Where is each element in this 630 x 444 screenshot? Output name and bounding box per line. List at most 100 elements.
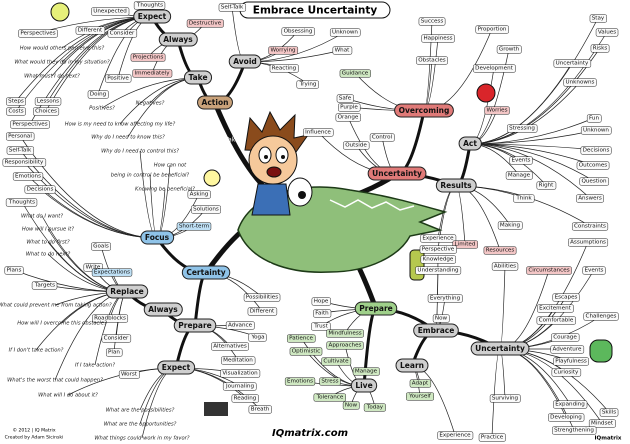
node-label: Consider <box>104 336 129 342</box>
main-node: Focus <box>140 230 175 245</box>
leaf-box <box>505 171 533 180</box>
question: How can not <box>154 163 187 169</box>
leaf-box <box>579 177 610 186</box>
leaf-node: What <box>332 46 353 55</box>
main-node-box <box>350 378 378 393</box>
leaf-box <box>289 347 323 356</box>
leaf-box <box>118 370 140 379</box>
node-label: Surviving <box>492 396 519 402</box>
main-node-box <box>354 301 398 316</box>
main-node-box <box>470 341 530 356</box>
main-node-box <box>197 95 233 110</box>
question: What to do next? <box>26 252 71 258</box>
leaf-box <box>484 106 510 115</box>
leaf-box <box>332 46 353 55</box>
node-label: Expectations <box>94 270 130 276</box>
leaf-node: Courage <box>551 333 580 342</box>
node-label: What to do first? <box>26 240 69 246</box>
main-node: Certainty <box>181 265 231 280</box>
leaf-node: Outcomes <box>576 161 610 170</box>
node-label: Positive <box>107 76 129 82</box>
leaf-box <box>576 161 610 170</box>
leaf-node: Expectations <box>91 268 133 277</box>
main-label: Overcoming <box>399 106 450 115</box>
leaf-node: Lessons <box>34 97 62 106</box>
node-label: Stay <box>592 16 605 22</box>
node-label: Personal <box>8 134 32 140</box>
node-label: Emotions <box>287 379 313 385</box>
leaf-node: Plan <box>105 348 123 357</box>
main-node-box <box>395 358 429 373</box>
node-label: Create <box>252 262 272 269</box>
leaf-box <box>406 392 434 401</box>
leaf-node: Solutions <box>191 205 221 214</box>
leaf-box <box>284 377 316 386</box>
leaf-box <box>186 19 224 28</box>
leaf-node: Surviving <box>489 394 521 403</box>
leaf-box <box>335 113 361 122</box>
main-label: Expect <box>138 12 167 21</box>
footer: IQmatrix.com <box>272 428 348 439</box>
node-label: Today <box>366 405 384 411</box>
leaf-box <box>87 90 109 99</box>
icon-ball <box>476 83 496 103</box>
node-label: What are the opportunities? <box>104 422 177 428</box>
main-label: Act <box>463 139 477 148</box>
leaf-node: Take <box>224 137 239 144</box>
leaf-node: Unknowns <box>563 78 597 87</box>
leaf-node: Thoughts <box>133 1 166 10</box>
leaf-node: Create <box>252 262 272 269</box>
node-label: What's the worst that could happen? <box>7 378 103 384</box>
leaf-box <box>553 400 588 409</box>
node-label: Constraints <box>574 224 606 230</box>
main-label: Replace <box>110 287 143 296</box>
leaf-box <box>10 120 50 129</box>
leaf-node: Development <box>473 64 516 73</box>
leaf-node: Think <box>513 194 535 203</box>
node-label: Fear of <box>342 180 364 187</box>
node-label: Solutions <box>193 207 219 213</box>
node-label: Uncertainty <box>556 61 589 67</box>
leaf-node: Knowledge <box>420 255 456 264</box>
leaf-node: Fun <box>586 114 602 123</box>
leaf-box <box>432 314 450 323</box>
leaf-box <box>427 294 463 303</box>
main-node-box <box>435 178 477 193</box>
leaf-node: Stressing <box>507 124 538 133</box>
node-label: What could prevent me from taking action… <box>0 303 112 309</box>
node-label: Control <box>372 135 393 141</box>
node-label: What do I want? <box>21 214 63 220</box>
leaf-node: Positive <box>105 74 132 83</box>
node-label: Safe <box>339 96 352 102</box>
leaf-box <box>231 394 259 403</box>
node-label: What things could work in my favor? <box>94 436 189 442</box>
node-label: Possibilities <box>246 295 278 301</box>
leaf-box <box>220 369 261 378</box>
leaf-box <box>105 74 132 83</box>
leaf-box <box>91 242 111 251</box>
leaf-node: Roadblocks <box>92 314 129 323</box>
leaf-node: Right <box>536 181 557 190</box>
leaf-node: Approaches <box>326 341 364 350</box>
node-label: Perspectives <box>20 31 55 37</box>
node-label: Strengthening <box>554 428 594 434</box>
question: How would others perceive this? <box>20 46 105 52</box>
leaf-node: Practice <box>478 433 506 442</box>
node-label: How is my need to know affecting my life… <box>65 122 176 128</box>
leaf-node: Developing <box>548 413 585 422</box>
main-node: Embrace <box>413 323 459 338</box>
leaf-box <box>92 314 129 323</box>
leaf-box <box>2 158 47 167</box>
leaf-node: Challenges <box>583 312 619 321</box>
node-label: Hope <box>314 299 329 305</box>
main-node-box <box>367 166 427 181</box>
leaf-box <box>580 146 612 155</box>
node-label: Obsessing <box>284 29 313 35</box>
leaf-node: Stay <box>589 14 607 23</box>
node-label: Unknown <box>332 30 358 36</box>
leaf-box <box>6 107 26 116</box>
node-label: Knowing be beneficial? <box>135 187 195 193</box>
leaf-box <box>589 14 607 23</box>
leaf-node: Understanding <box>415 266 462 275</box>
